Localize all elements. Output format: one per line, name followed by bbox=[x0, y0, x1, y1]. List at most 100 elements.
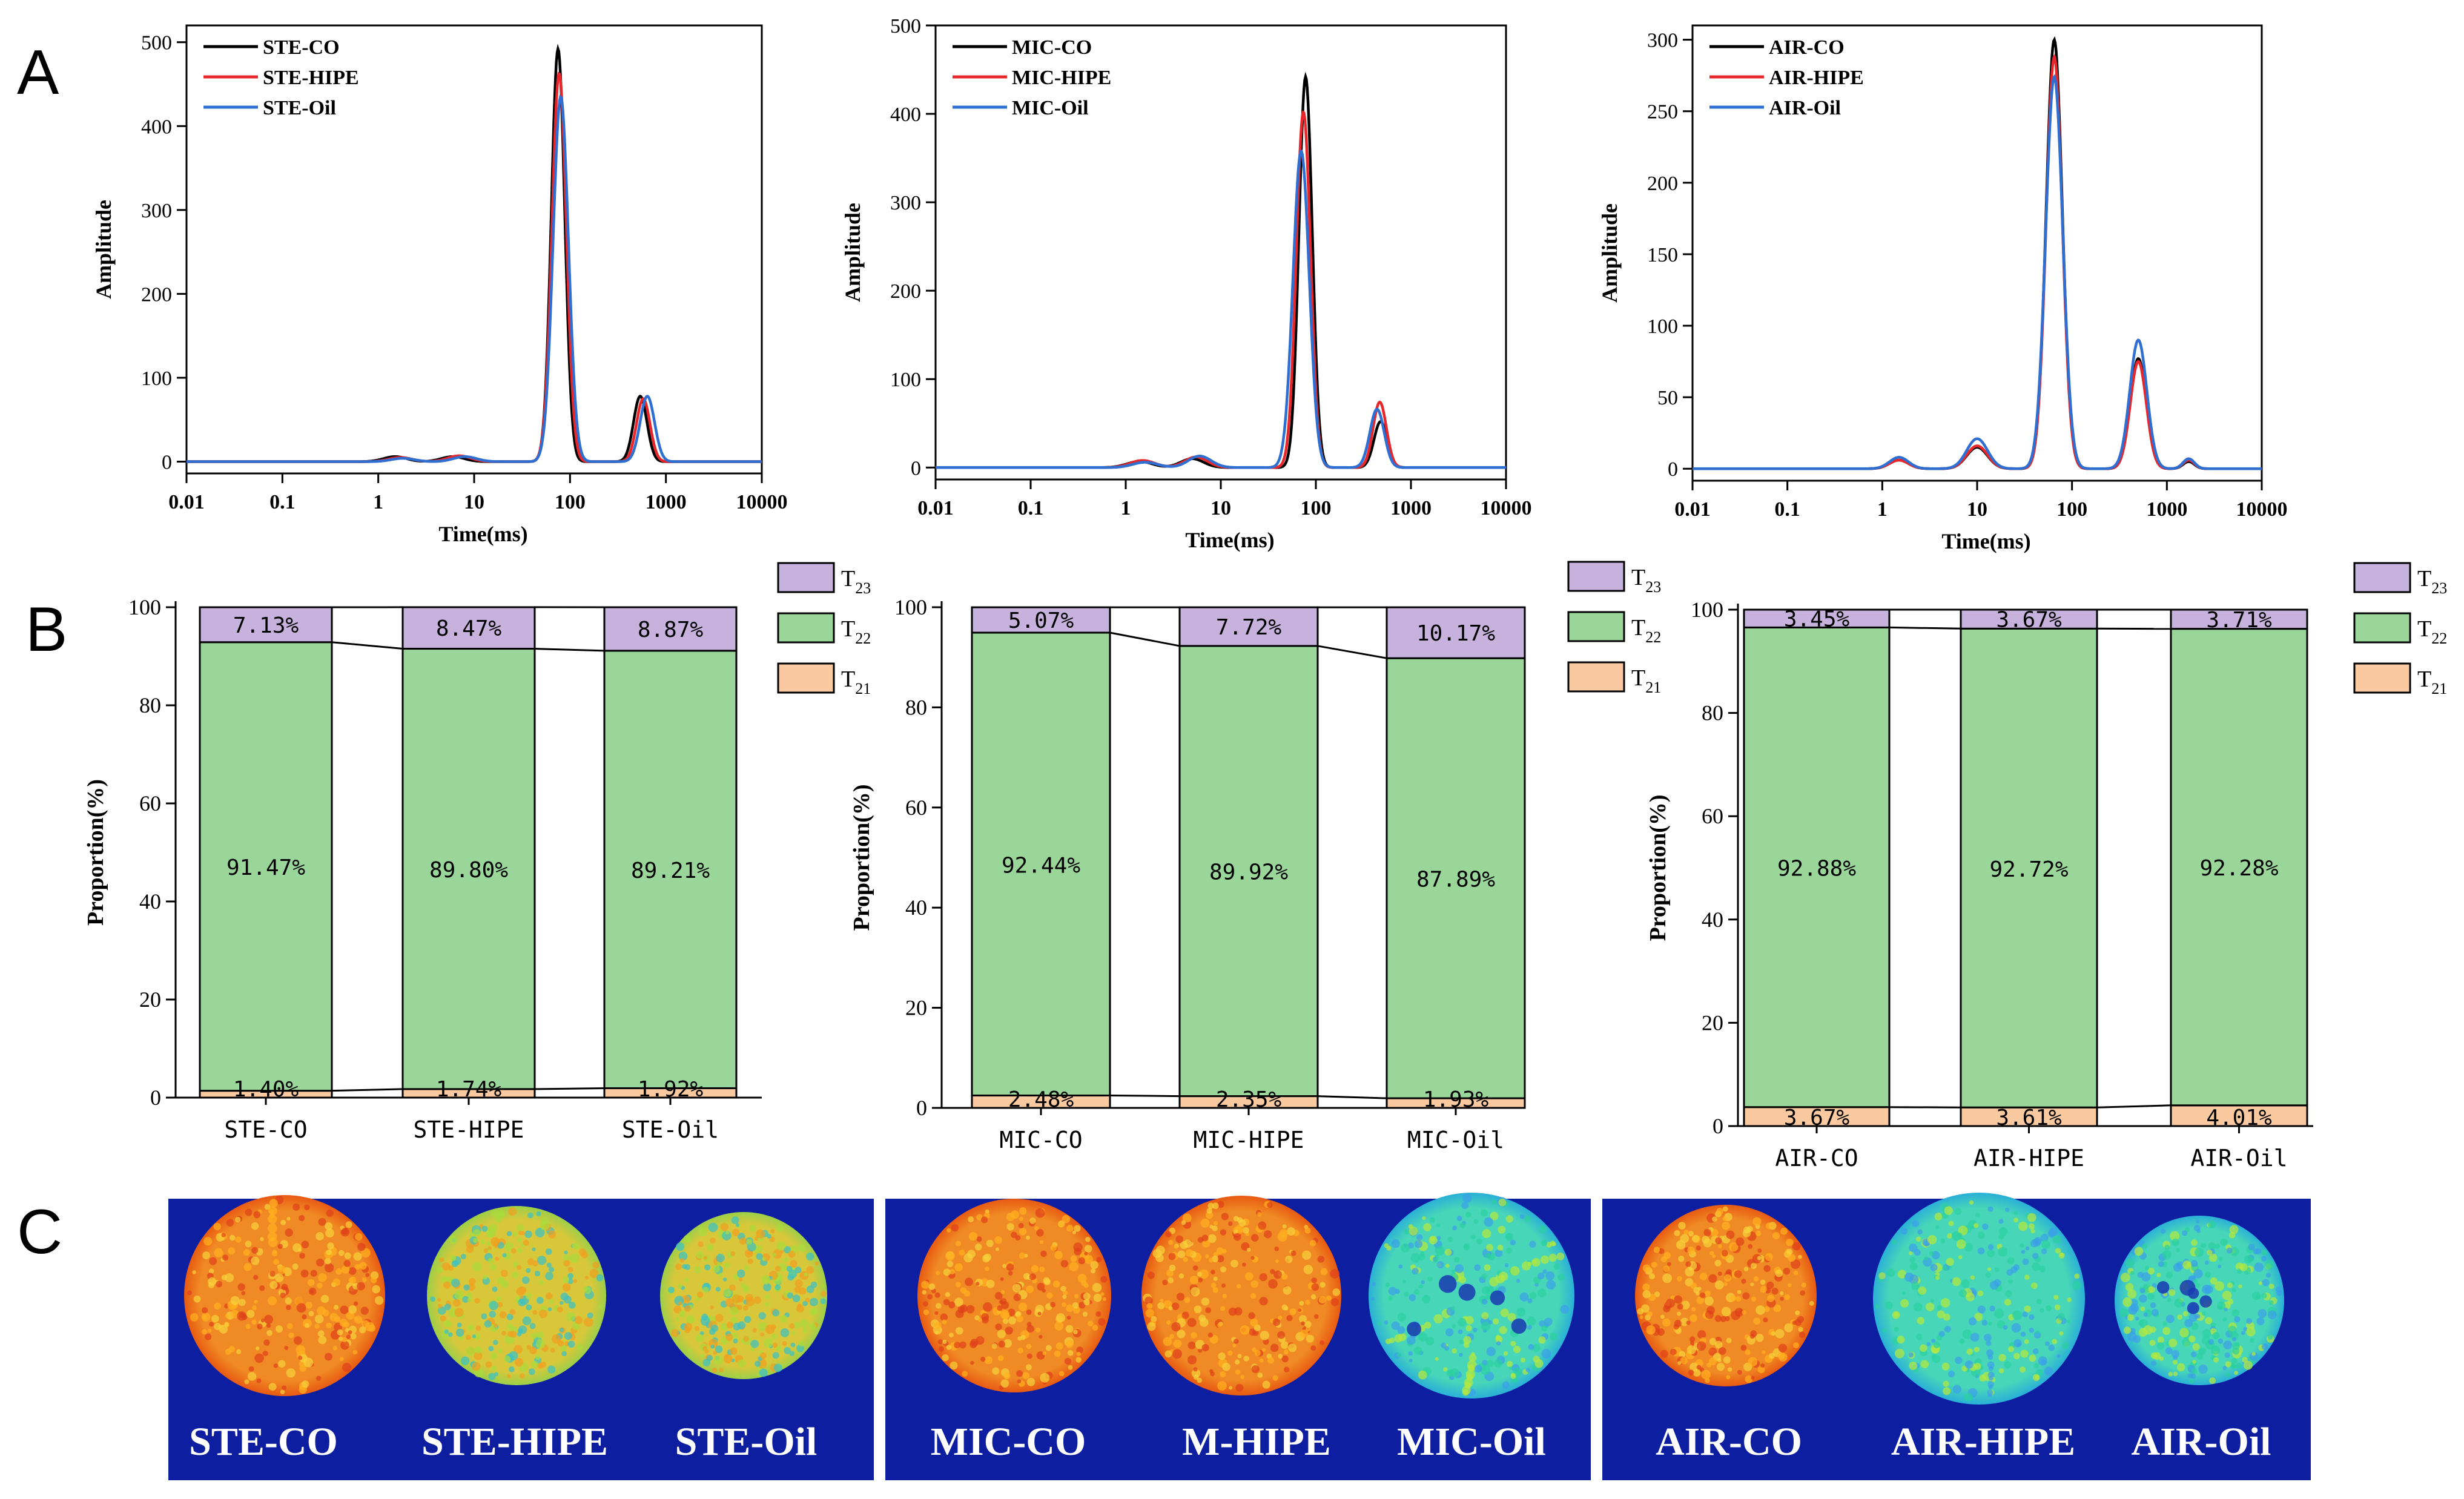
bar-value-label: 89.21% bbox=[631, 858, 710, 883]
category-label: STE-CO bbox=[224, 1116, 307, 1143]
legend-label: T23 bbox=[2417, 566, 2447, 597]
y-tick-label: 300 bbox=[890, 192, 921, 214]
legend-label: STE-CO bbox=[263, 36, 340, 59]
bar-value-label: 92.72% bbox=[1989, 857, 2068, 882]
legend-swatch bbox=[777, 662, 835, 694]
panel-b-proportions: 020406080100Proportion(%)1.40%91.47%7.13… bbox=[83, 561, 2447, 1171]
x-tick-label: 10 bbox=[1211, 497, 1231, 519]
connector-line bbox=[1109, 1094, 1180, 1098]
category-label: STE-Oil bbox=[622, 1116, 719, 1143]
category-label: MIC-HIPE bbox=[1193, 1127, 1304, 1153]
x-tick-label: 1 bbox=[373, 491, 383, 513]
x-tick-label: 10000 bbox=[1481, 497, 1532, 519]
series-line-ste-oil bbox=[187, 94, 762, 463]
bar-value-label: 3.71% bbox=[2206, 608, 2272, 633]
legend-label: T22 bbox=[841, 616, 871, 647]
bar-value-label: 91.47% bbox=[226, 855, 305, 880]
bar-value-label: 92.88% bbox=[1777, 857, 1856, 881]
category-label: MIC-CO bbox=[999, 1127, 1082, 1153]
y-tick-label: 200 bbox=[1647, 173, 1678, 195]
connector-line bbox=[1889, 626, 1961, 630]
legend-swatch bbox=[1567, 611, 1625, 642]
connector-line bbox=[331, 641, 403, 650]
y-tick-label: 20 bbox=[1702, 1010, 1723, 1035]
bar-segment-t22 bbox=[603, 650, 738, 1089]
category-label: STE-HIPE bbox=[413, 1116, 524, 1143]
bar-value-label: 87.89% bbox=[1416, 868, 1495, 892]
bar-segment-t22 bbox=[1743, 626, 1891, 1109]
x-tick-label: 1000 bbox=[646, 491, 687, 513]
plot-frame bbox=[934, 24, 1507, 481]
bar-segment-t23 bbox=[199, 606, 333, 644]
x-tick-label: 1 bbox=[1877, 498, 1888, 521]
bar-segment-t23 bbox=[971, 606, 1111, 634]
legend-swatch bbox=[777, 562, 835, 593]
legend-label: STE-HIPE bbox=[263, 67, 359, 89]
legend-swatch bbox=[2353, 562, 2411, 593]
mri-sample-label: AIR-CO bbox=[1656, 1420, 1802, 1464]
x-tick-label: 100 bbox=[555, 491, 586, 513]
y-tick-label: 80 bbox=[1702, 701, 1723, 725]
plot-frame bbox=[185, 24, 763, 475]
x-tick-label: 0.01 bbox=[168, 491, 205, 513]
series-line-ste-hipe bbox=[187, 71, 762, 463]
x-tick-label: 0.1 bbox=[1774, 498, 1800, 521]
connector-line bbox=[1317, 1095, 1387, 1099]
series-line-air-oil bbox=[1693, 74, 2262, 470]
connector-line bbox=[1889, 1106, 1961, 1109]
y-axis-label: Proportion(%) bbox=[1645, 794, 1671, 941]
y-tick-label: 0 bbox=[162, 452, 172, 474]
y-tick-label: 200 bbox=[141, 283, 172, 306]
y-axis-label: Amplitude bbox=[1597, 203, 1622, 303]
bar-value-label: 7.13% bbox=[233, 613, 299, 638]
legend-label: T21 bbox=[1631, 665, 1661, 696]
bar-segment-t23 bbox=[1386, 606, 1526, 659]
spectrum-chart-3: 0 50 100 150 200 250 300 0.01 0.1 1 10 100 1000 10000… bbox=[1597, 24, 2288, 553]
bar-segment-t23 bbox=[1960, 608, 2098, 630]
legend-label: MIC-HIPE bbox=[1012, 67, 1111, 89]
connector-line bbox=[1109, 631, 1180, 647]
bar-segment-t23 bbox=[1743, 608, 1891, 628]
bar-segment-t21 bbox=[2170, 1104, 2308, 1127]
y-tick-label: 20 bbox=[139, 987, 161, 1012]
connector-line bbox=[534, 1087, 605, 1090]
x-axis-label: Time(ms) bbox=[1941, 529, 2030, 553]
y-tick-label: 0 bbox=[1668, 458, 1678, 481]
spectrum-chart-1: 0 100 200 300 400 500 0.01 0.1 1 10 100 1000 10000 Ti… bbox=[91, 24, 788, 546]
bar-value-label: 92.44% bbox=[1002, 853, 1080, 878]
connector-line bbox=[331, 1088, 403, 1092]
bar-value-label: 89.92% bbox=[1209, 860, 1288, 885]
bar-segment-t23 bbox=[603, 606, 738, 652]
y-tick-label: 100 bbox=[141, 367, 172, 390]
x-tick-label: 10 bbox=[464, 491, 484, 513]
connector-line bbox=[2096, 1104, 2172, 1109]
connector-line bbox=[534, 648, 605, 652]
x-tick-label: 1000 bbox=[1390, 497, 1432, 519]
mri-panel-3: AIR-CO AIR-HIPE AIR-Oil bbox=[1602, 1193, 2311, 1480]
y-axis-label: Amplitude bbox=[91, 200, 116, 299]
bar-segment-t21 bbox=[1960, 1106, 2098, 1127]
y-tick-label: 500 bbox=[141, 32, 172, 54]
y-tick-label: 200 bbox=[890, 280, 921, 303]
legend-swatch bbox=[1567, 661, 1625, 693]
mri-sample-label: STE-Oil bbox=[675, 1420, 817, 1464]
y-axis-label: Proportion(%) bbox=[849, 784, 874, 931]
bar-segment-t23 bbox=[2170, 608, 2308, 630]
legend-swatch bbox=[777, 612, 835, 644]
bar-segment-t22 bbox=[1178, 645, 1319, 1098]
x-tick-label: 0.1 bbox=[1018, 497, 1044, 519]
mri-sample-label: MIC-Oil bbox=[1397, 1420, 1546, 1464]
panel-label-c: C bbox=[17, 1197, 62, 1267]
proportion-chart-3: 0 20 40 60 80 100 Proportion(%) 3.67% 92.88% 3.45… bbox=[1645, 562, 2447, 1171]
bar-segment-t21 bbox=[1743, 1106, 1891, 1127]
x-tick-label: 1 bbox=[1121, 497, 1131, 519]
y-tick-label: 300 bbox=[1647, 30, 1678, 52]
legend-label: T22 bbox=[1631, 615, 1661, 646]
y-tick-label: 500 bbox=[890, 15, 921, 38]
mri-sample-label: STE-HIPE bbox=[421, 1420, 608, 1464]
plot-frame bbox=[1691, 24, 2263, 482]
y-tick-label: 150 bbox=[1647, 244, 1678, 266]
y-tick-label: 100 bbox=[890, 369, 921, 391]
legend-swatch bbox=[1567, 561, 1625, 592]
